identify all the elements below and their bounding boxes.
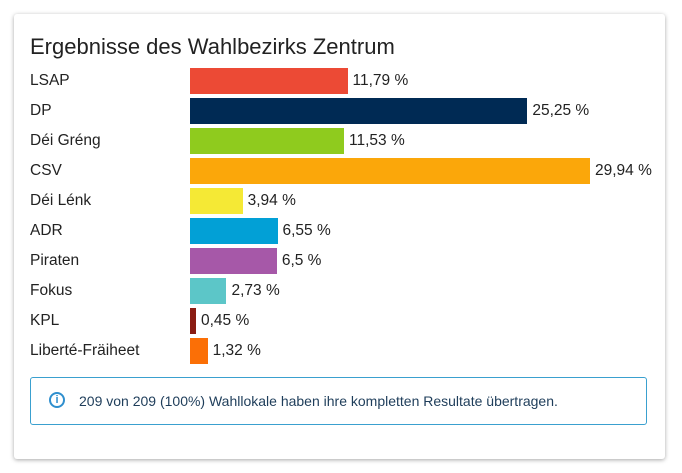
bar [190, 188, 243, 214]
category-label: Piraten [30, 252, 80, 269]
bar-chart: LSAP 11,79 % DP 25,25 % Déi Gréng 11,53 % CSV 2… [30, 68, 670, 368]
bar-row: DP 25,25 % [30, 98, 670, 128]
bar [190, 248, 277, 274]
category-label: LSAP [30, 72, 70, 89]
value-label: 3,94 % [247, 192, 296, 209]
info-box: i 209 von 209 (100%) Wahllokale haben ih… [30, 377, 647, 425]
bar-row: Fokus 2,73 % [30, 278, 670, 308]
bar-row: Déi Gréng 11,53 % [30, 128, 670, 158]
bar-row: Déi Lénk 3,94 % [30, 188, 670, 218]
category-label: Liberté-Fräiheet [30, 342, 140, 359]
value-label: 29,94 % [595, 162, 652, 179]
value-label: 11,53 % [349, 132, 405, 149]
bar [190, 68, 348, 94]
info-text: 209 von 209 (100%) Wahllokale haben ihre… [79, 393, 558, 409]
bar [190, 128, 345, 154]
bar [190, 218, 278, 244]
bar [190, 158, 590, 184]
bar-row: Liberté-Fräiheet 1,32 % [30, 338, 670, 368]
chart-title: Ergebnisse des Wahlbezirks Zentrum [30, 34, 395, 59]
bar-row: CSV 29,94 % [30, 158, 670, 188]
bar [190, 98, 528, 124]
category-label: Fokus [30, 282, 73, 299]
category-label: DP [30, 102, 52, 119]
category-label: Déi Lénk [30, 192, 92, 209]
value-label: 0,45 % [201, 312, 250, 329]
value-label: 2,73 % [231, 282, 280, 299]
category-label: KPL [30, 312, 60, 329]
bar-row: KPL 0,45 % [30, 308, 670, 338]
results-card: Ergebnisse des Wahlbezirks Zentrum LSAP 1… [14, 14, 665, 459]
bar-row: Piraten 6,5 % [30, 248, 670, 278]
bar-row: ADR 6,55 % [30, 218, 670, 248]
bar [190, 278, 227, 304]
bar-row: LSAP 11,79 % [30, 68, 670, 98]
value-label: 25,25 % [532, 102, 590, 119]
category-label: CSV [30, 162, 62, 179]
value-label: 1,32 % [212, 342, 261, 359]
category-label: Déi Gréng [30, 132, 101, 149]
value-label: 11,79 % [352, 72, 409, 89]
bar [190, 308, 196, 334]
value-label: 6,5 % [281, 252, 322, 269]
value-label: 6,55 % [282, 222, 331, 239]
info-icon: i [49, 392, 65, 408]
bar [190, 338, 208, 364]
category-label: ADR [30, 222, 63, 239]
